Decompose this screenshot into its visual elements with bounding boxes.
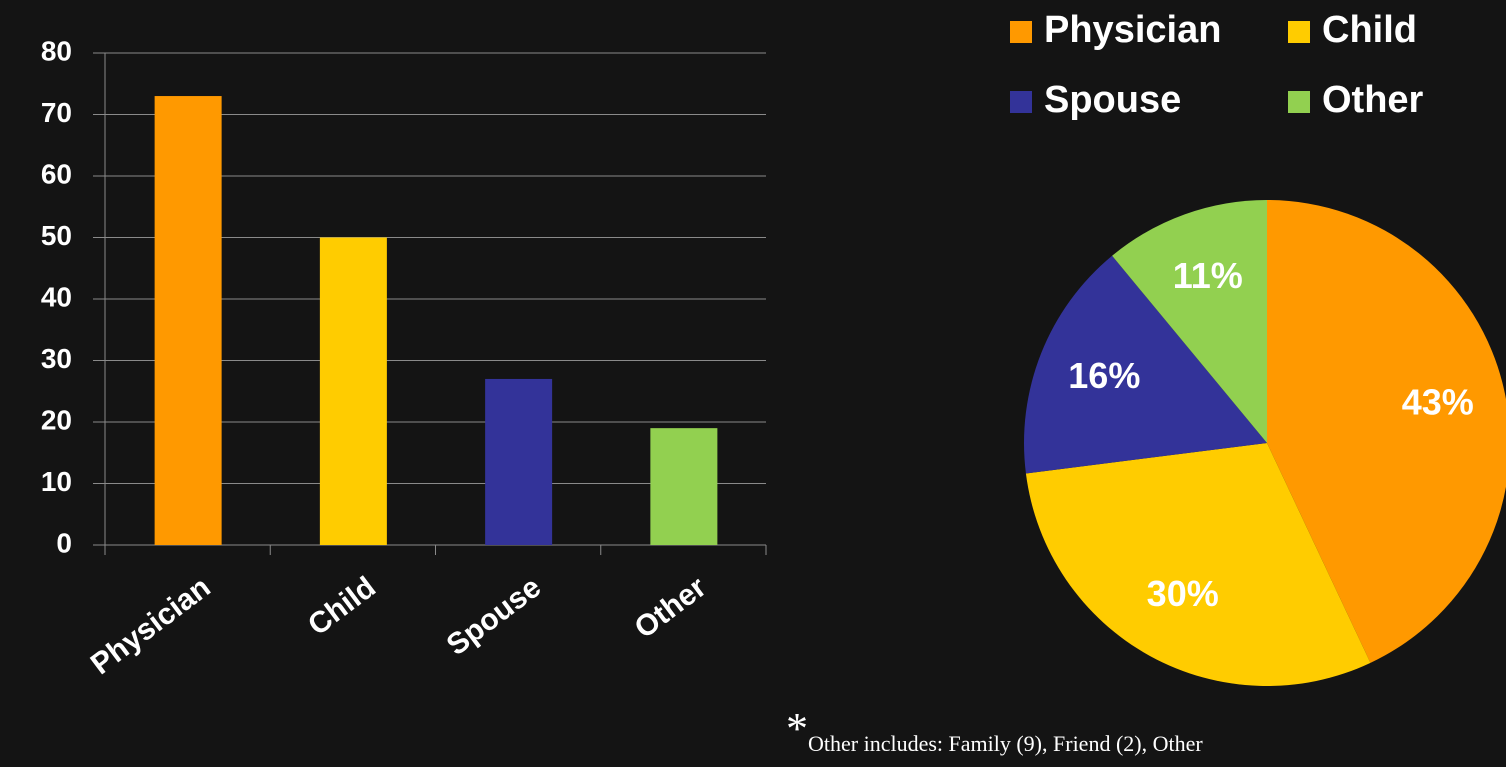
- pie-slice: [1112, 200, 1267, 443]
- bar: [485, 378, 553, 545]
- y-tick-label: 20: [41, 404, 72, 435]
- y-tick-label: 30: [41, 343, 72, 374]
- footnote-marker: *: [786, 704, 808, 753]
- bar: [319, 237, 387, 545]
- pie-label: 11%: [1173, 255, 1243, 296]
- legend-swatch: [1010, 21, 1032, 43]
- legend-label: Physician: [1044, 9, 1221, 51]
- y-tick-label: 60: [41, 158, 72, 189]
- pie-slice: [1025, 443, 1371, 686]
- y-tick-label: 10: [41, 466, 72, 497]
- pie-slice: [1024, 255, 1267, 474]
- legend-label: Other: [1322, 79, 1424, 121]
- pie-slice: [1267, 200, 1506, 663]
- y-tick-label: 70: [41, 97, 72, 128]
- y-tick-label: 40: [41, 281, 72, 312]
- legend-swatch: [1288, 21, 1310, 43]
- pie-label: 30%: [1147, 573, 1219, 614]
- pie-label: 43%: [1402, 381, 1474, 422]
- legend-swatch: [1288, 91, 1310, 113]
- legend-label: Spouse: [1044, 79, 1181, 121]
- footnote-text: Other includes: Family (9), Friend (2), …: [808, 731, 1203, 756]
- legend-swatch: [1010, 91, 1032, 113]
- bar: [650, 428, 718, 545]
- legend-label: Child: [1322, 9, 1417, 51]
- y-tick-label: 80: [41, 35, 72, 66]
- y-tick-label: 0: [56, 527, 72, 558]
- pie-label: 16%: [1068, 355, 1140, 396]
- y-tick-label: 50: [41, 220, 72, 251]
- bar: [154, 96, 222, 546]
